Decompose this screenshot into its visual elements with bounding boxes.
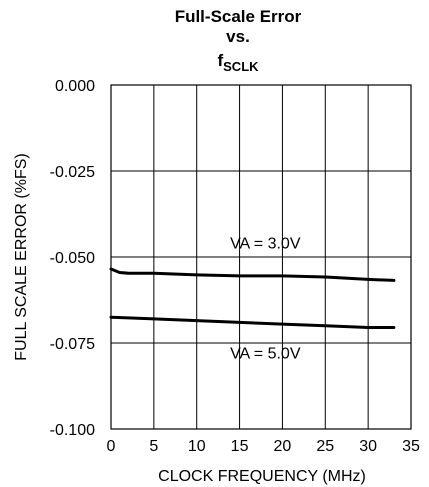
annotations: VA = 3.0V VA = 5.0V [230, 235, 301, 362]
annotation-label-va-5v: VA = 5.0V [230, 345, 301, 362]
x-tick-label: 25 [316, 438, 334, 455]
series-lines [109, 267, 396, 329]
chart-title-subscript: SCLK [223, 59, 259, 74]
x-tick-label: 10 [188, 438, 206, 455]
x-axis-label: CLOCK FREQUENCY (MHz) [158, 468, 366, 485]
series-line-va-5v [109, 315, 396, 329]
x-tick-labels: 0 5 10 15 20 25 30 35 [107, 438, 420, 455]
x-tick-label: 0 [107, 438, 116, 455]
x-tick-label: 20 [274, 438, 292, 455]
y-tick-label: 0.000 [55, 78, 95, 95]
y-tick-labels: 0.000 -0.025 -0.050 -0.075 -0.100 [50, 78, 95, 439]
y-tick-label: -0.050 [50, 250, 95, 267]
chart-title-f: f [217, 51, 223, 70]
y-tick-label: -0.075 [50, 336, 95, 353]
x-tick-label: 35 [402, 438, 420, 455]
annotation-label-va-3v: VA = 3.0V [230, 235, 301, 252]
y-tick-label: -0.025 [50, 164, 95, 181]
y-tick-label: -0.100 [50, 422, 95, 439]
grid [111, 85, 411, 429]
x-tick-label: 30 [359, 438, 377, 455]
chart-title-line-3: fSCLK [217, 51, 259, 74]
chart-title: Full-Scale Error vs. fSCLK [175, 7, 302, 74]
chart-title-line-1: Full-Scale Error [175, 7, 302, 26]
x-tick-label: 5 [149, 438, 158, 455]
chart-title-line-2: vs. [226, 27, 250, 46]
plot-frame [110, 84, 412, 430]
y-axis-label: FULL SCALE ERROR (%FS) [13, 153, 30, 360]
x-tick-label: 15 [231, 438, 249, 455]
series-line-va-3v [109, 267, 396, 282]
